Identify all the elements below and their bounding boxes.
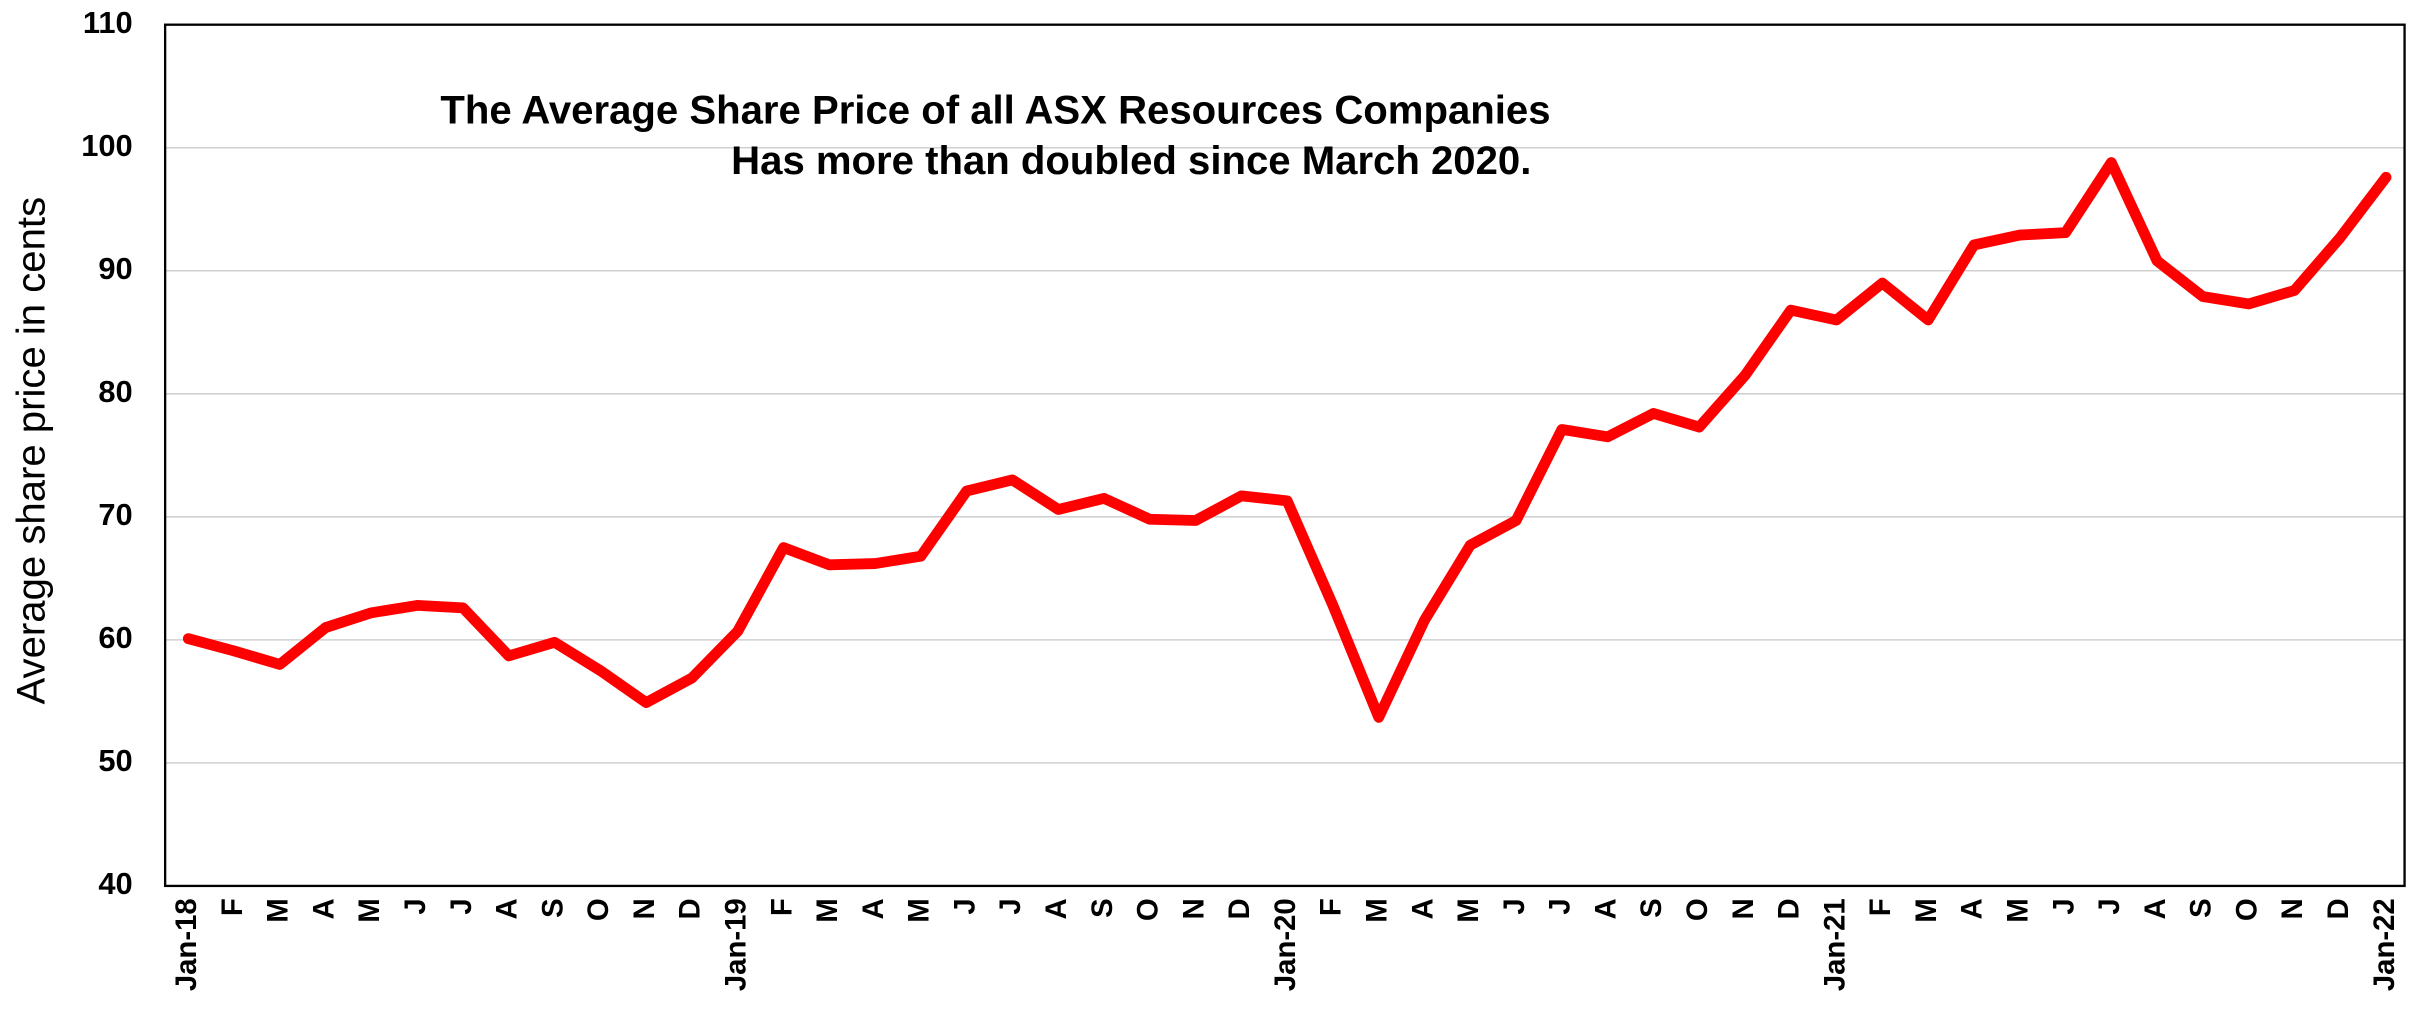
x-tick-label: O bbox=[1132, 898, 1165, 921]
x-tick-label: Jan-21 bbox=[1818, 898, 1851, 991]
y-tick-label: 80 bbox=[98, 374, 132, 409]
chart-subtitle: Has more than doubled since March 2020. bbox=[731, 138, 1531, 183]
x-tick-label: F bbox=[216, 898, 249, 916]
x-tick-label: F bbox=[1315, 898, 1348, 916]
x-tick-label: S bbox=[1635, 898, 1668, 918]
x-tick-label: M bbox=[1360, 898, 1393, 922]
x-tick-label: J bbox=[1544, 898, 1577, 914]
x-tick-label: A bbox=[1589, 898, 1622, 919]
y-tick-label: 110 bbox=[83, 5, 133, 40]
x-tick-label: Jan-19 bbox=[719, 898, 752, 991]
x-tick-label: N bbox=[1727, 898, 1760, 919]
data-line bbox=[182, 157, 2392, 723]
y-tick-label: 60 bbox=[98, 620, 132, 655]
y-axis-label: Average share price in cents bbox=[9, 197, 54, 705]
x-tick-label: A bbox=[491, 898, 524, 919]
x-tick-label: A bbox=[857, 898, 890, 919]
x-tick-label: S bbox=[536, 898, 569, 918]
x-tick-label: D bbox=[674, 898, 707, 919]
y-tick-label: 40 bbox=[98, 866, 132, 901]
y-tick-label: 50 bbox=[98, 743, 132, 778]
x-tick-label: N bbox=[2276, 898, 2309, 919]
x-tick-label: F bbox=[765, 898, 798, 916]
x-tick-label: Jan-22 bbox=[2368, 898, 2401, 991]
x-tick-label: O bbox=[2230, 898, 2263, 921]
x-tick-label: M bbox=[903, 898, 936, 922]
y-tick-label: 100 bbox=[81, 128, 132, 163]
x-tick-label: M bbox=[811, 898, 844, 922]
x-tick-label: Jan-18 bbox=[170, 898, 203, 991]
plot-frame bbox=[163, 23, 2406, 888]
x-tick-label: A bbox=[307, 898, 340, 919]
y-tick-label: 90 bbox=[98, 251, 132, 286]
x-tick-label: A bbox=[1040, 898, 1073, 919]
x-tick-label: N bbox=[1177, 898, 1210, 919]
x-tick-label: M bbox=[353, 898, 386, 922]
x-tick-label: S bbox=[1086, 898, 1119, 918]
x-tick-label: D bbox=[1773, 898, 1806, 919]
x-tick-label: S bbox=[2185, 898, 2218, 918]
x-tick-label: A bbox=[2139, 898, 2172, 919]
x-tick-label: N bbox=[628, 898, 661, 919]
x-tick-label: J bbox=[445, 898, 478, 914]
x-tick-label: J bbox=[1498, 898, 1531, 914]
x-tick-label: Jan-20 bbox=[1269, 898, 1302, 991]
x-tick-label: J bbox=[399, 898, 432, 914]
x-tick-label: J bbox=[994, 898, 1027, 914]
x-tick-label: F bbox=[1864, 898, 1897, 916]
x-tick-label: M bbox=[1452, 898, 1485, 922]
x-tick-label: O bbox=[1681, 898, 1714, 921]
x-tick-label: M bbox=[1910, 898, 1943, 922]
chart-title: The Average Share Price of all ASX Resou… bbox=[440, 87, 1550, 132]
x-tick-label: A bbox=[1406, 898, 1439, 919]
x-tick-label: J bbox=[2093, 898, 2126, 914]
x-tick-label: J bbox=[2047, 898, 2080, 914]
x-tick-label: M bbox=[2002, 898, 2035, 922]
x-tick-label: D bbox=[1223, 898, 1256, 919]
x-tick-label: A bbox=[1956, 898, 1989, 919]
x-tick-label: J bbox=[948, 898, 981, 914]
x-tick-label: D bbox=[2322, 898, 2355, 919]
y-tick-label: 70 bbox=[98, 497, 132, 532]
x-tick-label: M bbox=[262, 898, 295, 922]
x-tick-label: O bbox=[582, 898, 615, 921]
